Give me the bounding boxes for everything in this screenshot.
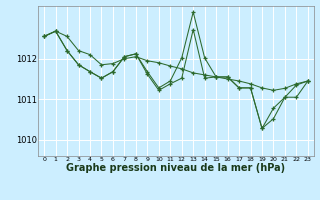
X-axis label: Graphe pression niveau de la mer (hPa): Graphe pression niveau de la mer (hPa) [67,163,285,173]
